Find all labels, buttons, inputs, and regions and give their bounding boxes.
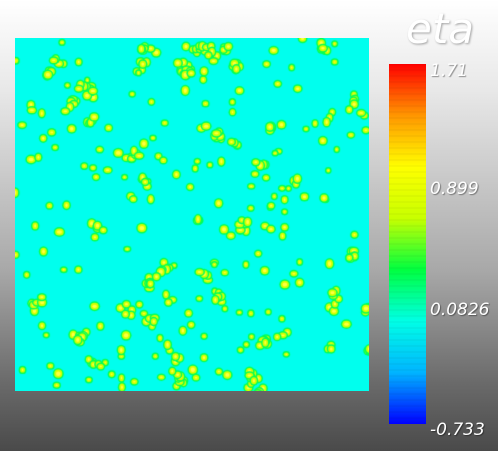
colorbar-bands — [389, 64, 426, 419]
field-contour-plot — [15, 38, 369, 391]
colorbar-tick-label-1: 0.899 — [430, 179, 479, 199]
colorbar-gradient — [389, 64, 426, 424]
colorbar — [389, 64, 426, 424]
colorbar-tick-label-2: 0.0826 — [430, 300, 490, 320]
variable-title: eta — [406, 4, 475, 53]
colorbar-max-label: 1.71 — [430, 61, 468, 81]
colorbar-min-label: -0.733 — [430, 420, 485, 440]
